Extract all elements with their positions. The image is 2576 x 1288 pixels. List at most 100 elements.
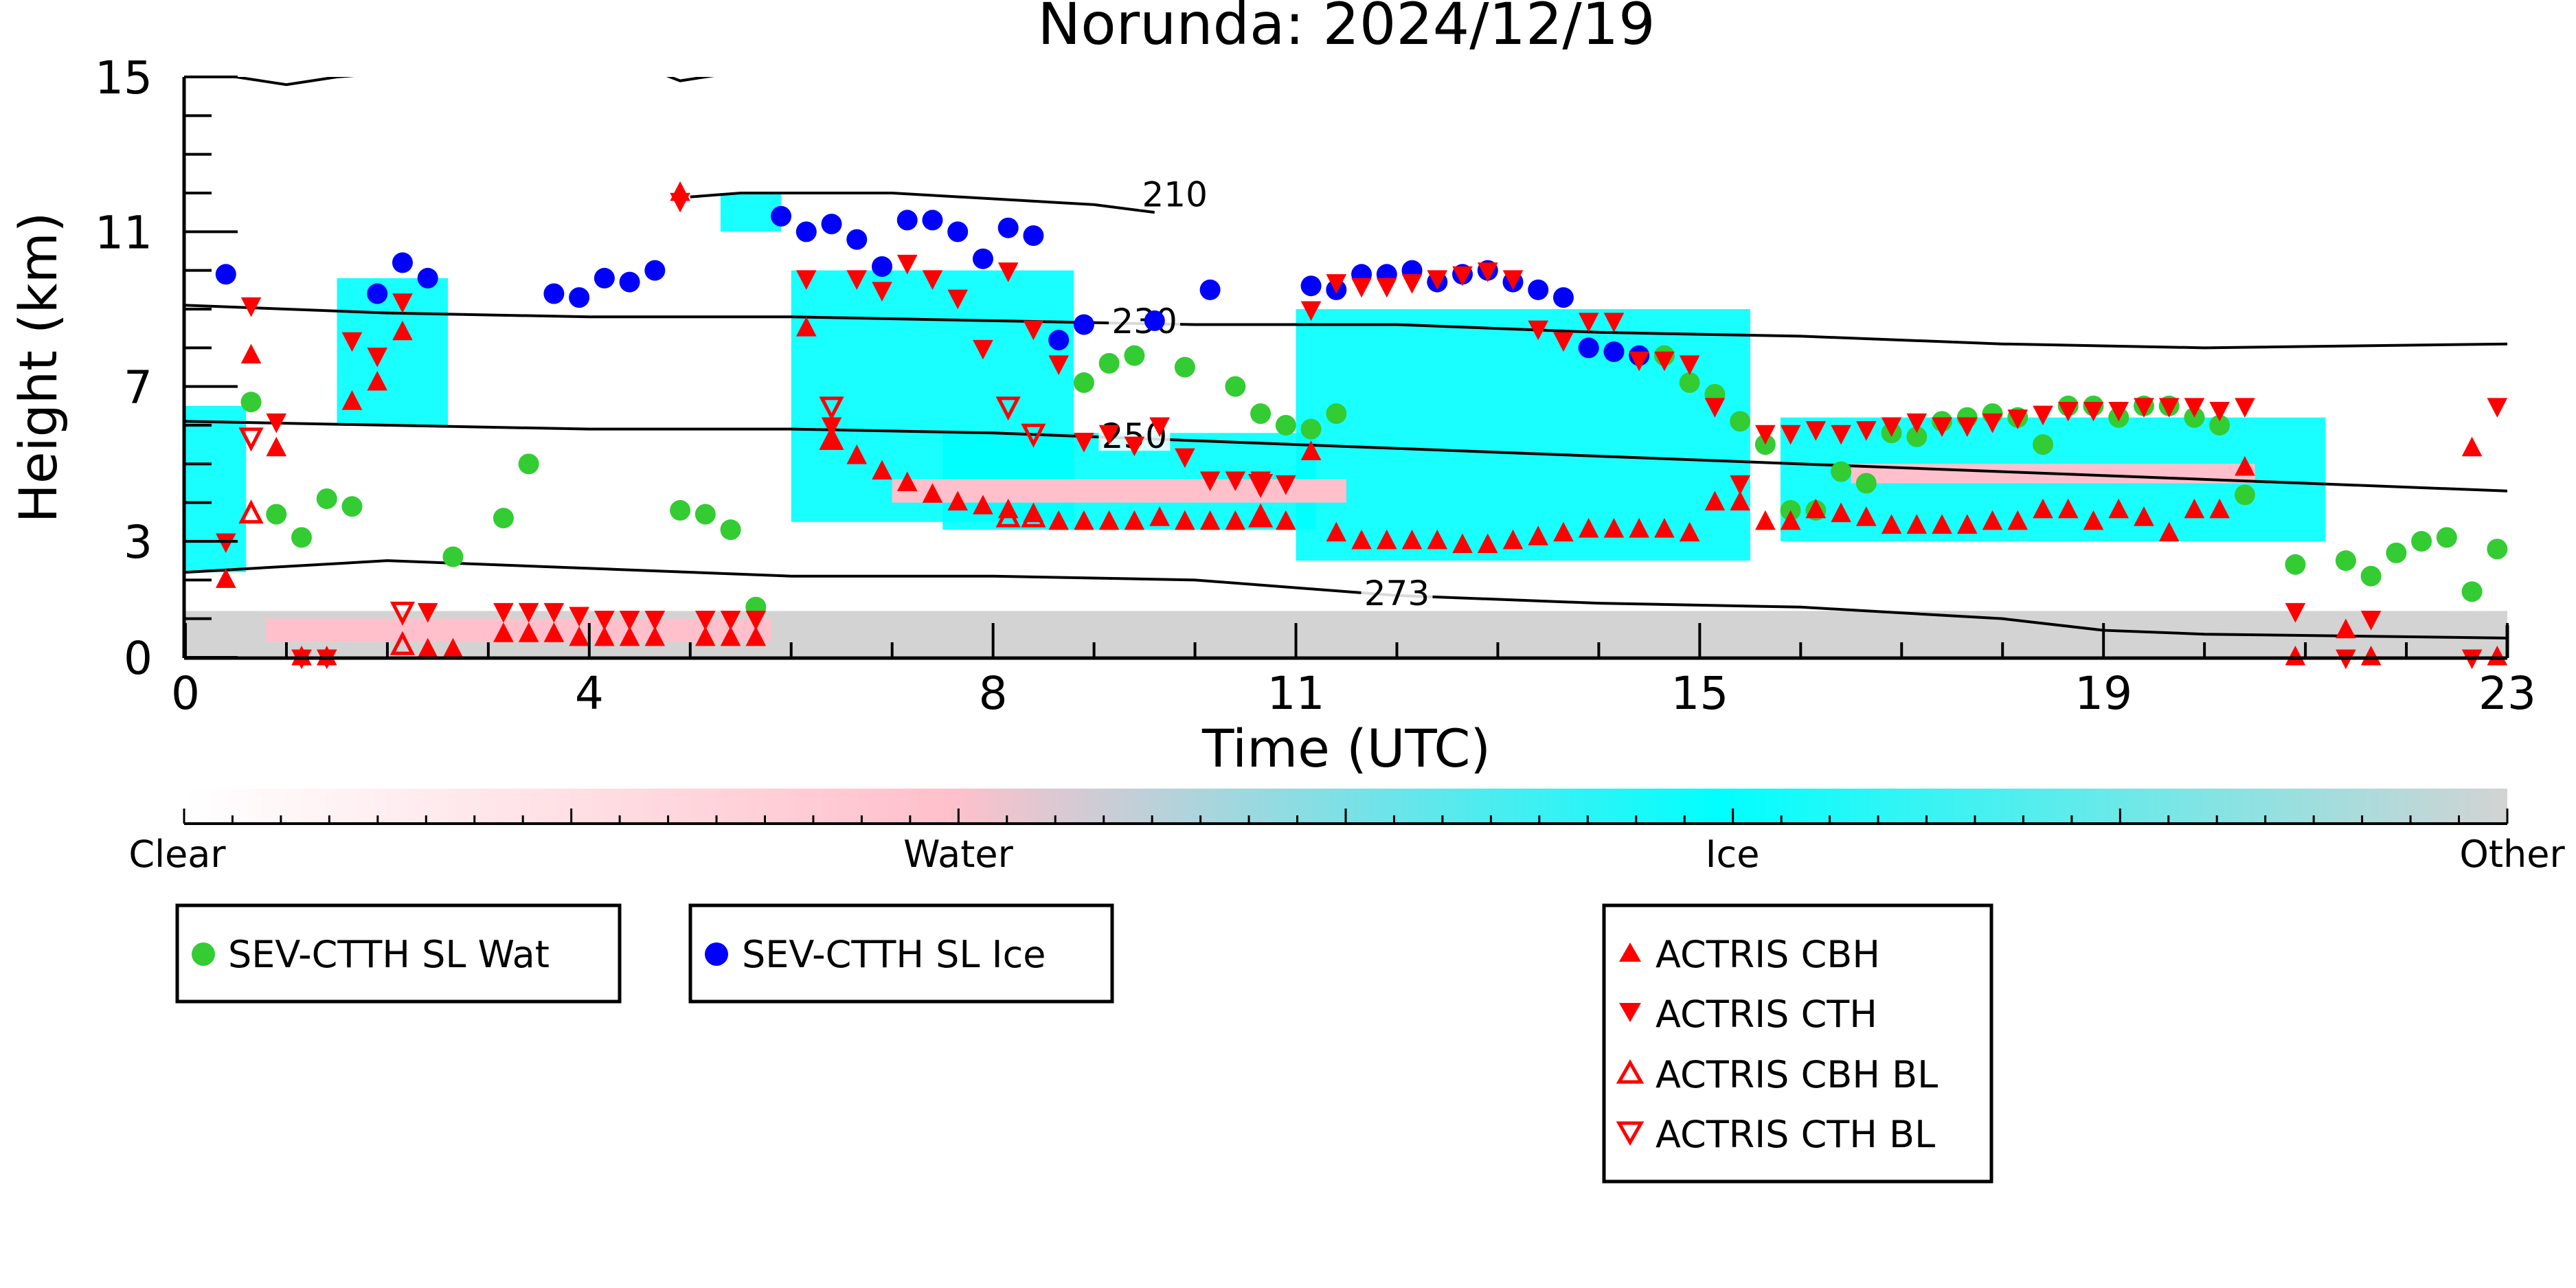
isotherm-label-bg-273	[1361, 573, 1433, 608]
point-sev-ctth-sl-wat	[291, 527, 312, 548]
point-actris-cth	[670, 192, 690, 213]
point-actris-cbh	[2057, 498, 2079, 519]
x-tick-label: 4	[575, 667, 604, 720]
point-actris-cth	[1477, 262, 1498, 282]
isotherm-label-bg-210	[1139, 174, 1211, 210]
point-actris-cth	[795, 270, 817, 291]
point-actris-cth	[1553, 332, 1574, 352]
point-actris-cth	[1175, 448, 1195, 468]
point-sev-ctth-sl-ice	[947, 221, 969, 242]
colorbar: Clear Water Ice Other	[128, 789, 2565, 876]
point-actris-cbh	[1730, 490, 1750, 511]
point-sev-ctth-sl-ice	[1300, 275, 1322, 297]
point-actris-cbh	[266, 436, 287, 457]
point-actris-cbh	[1982, 510, 2003, 530]
point-actris-cth	[2235, 398, 2255, 418]
point-actris-cth	[1982, 413, 2003, 433]
point-actris-cth	[896, 254, 918, 275]
legend-box-sev-ice: SEV-CTTH SL Ice	[688, 903, 1114, 1004]
point-actris-cbh-bl	[1021, 503, 1046, 528]
point-actris-cth	[1452, 266, 1473, 286]
y-tick-label: 3	[124, 516, 152, 569]
series-sev-ctth-sl-ice	[215, 205, 1650, 366]
x-tick-label: 8	[979, 667, 1008, 720]
point-actris-cth	[1326, 274, 1347, 294]
point-actris-cbh	[1780, 510, 1801, 530]
legend-marker-sev-ice	[705, 942, 728, 966]
point-actris-cbh	[1326, 521, 1347, 542]
point-actris-cth	[1149, 417, 1170, 438]
point-actris-cbh-bl	[238, 499, 264, 524]
point-actris-cth	[947, 289, 969, 310]
point-actris-cbh	[1755, 510, 1776, 530]
point-actris-cbh	[720, 626, 741, 646]
x-tick-label: 11	[1267, 667, 1325, 720]
mask-region-ice-1	[185, 405, 247, 573]
point-actris-cbh	[846, 444, 868, 464]
point-actris-cbh	[2007, 510, 2029, 530]
point-actris-cth	[1502, 270, 1524, 291]
point-actris-cbh	[922, 483, 943, 503]
x-tick-label: 19	[2075, 667, 2132, 720]
point-sev-ctth-sl-wat	[518, 453, 539, 475]
point-sev-ctth-sl-ice	[1528, 279, 1549, 300]
point-sev-ctth-sl-ice	[922, 210, 943, 231]
isotherm-label-273: 273	[1364, 574, 1430, 613]
isotherm-line-upper-4	[185, 77, 355, 87]
point-actris-cbh	[1856, 506, 1877, 526]
point-actris-cbh	[1553, 521, 1574, 542]
legend-marker-actris-cbh	[1619, 942, 1641, 962]
point-sev-ctth-sl-ice	[771, 205, 792, 227]
isotherm-line-210	[690, 192, 1155, 214]
point-actris-cth	[2158, 398, 2180, 418]
y-tick-label: 0	[124, 632, 152, 685]
point-actris-cbh	[1427, 529, 1448, 550]
point-sev-ctth-sl-wat	[720, 519, 741, 541]
point-actris-cth	[973, 339, 993, 360]
point-actris-cth-bl	[389, 601, 416, 626]
point-sev-ctth-sl-wat	[694, 504, 716, 525]
point-sev-ctth-sl-ice	[1578, 337, 1599, 359]
point-actris-cth	[1654, 351, 1675, 372]
point-sev-ctth-sl-wat	[670, 499, 691, 521]
point-actris-cbh	[1956, 514, 1978, 534]
point-actris-cbh	[1225, 510, 1246, 530]
point-actris-cth-bl	[238, 427, 264, 452]
point-sev-ctth-sl-wat	[1174, 357, 1195, 378]
series-layer	[215, 181, 2508, 670]
point-sev-ctth-sl-wat	[2285, 554, 2306, 575]
isotherm-label-210: 210	[1142, 175, 1207, 215]
point-sev-ctth-sl-wat	[1250, 403, 1272, 425]
point-actris-cth	[2285, 602, 2306, 623]
point-sev-ctth-sl-ice	[1199, 279, 1221, 300]
point-sev-ctth-sl-wat	[1124, 345, 1145, 366]
point-sev-ctth-sl-ice	[896, 210, 918, 231]
point-actris-cbh	[518, 622, 539, 642]
point-sev-ctth-sl-wat	[2436, 527, 2457, 548]
point-actris-cbh	[2108, 498, 2129, 519]
point-actris-cth	[1578, 313, 1599, 332]
point-sev-ctth-sl-wat	[493, 508, 514, 529]
point-actris-cbh	[644, 626, 666, 646]
chart-title: Norunda: 2024/12/19	[1037, 0, 1655, 58]
point-actris-cbh-bl	[995, 503, 1021, 528]
point-actris-cbh	[2134, 506, 2154, 526]
point-sev-ctth-sl-ice	[795, 221, 817, 242]
point-actris-cth	[695, 611, 716, 631]
point-sev-ctth-sl-wat	[2386, 542, 2407, 563]
series-actris-cbh-bl	[238, 426, 1274, 655]
point-actris-cth	[2007, 409, 2029, 429]
point-actris-cbh	[1351, 529, 1372, 550]
point-actris-cth	[1023, 320, 1044, 341]
point-actris-cbh	[367, 370, 388, 391]
point-actris-cth	[1376, 278, 1397, 298]
point-actris-cbh	[2184, 498, 2205, 519]
point-actris-cth	[1780, 425, 1801, 445]
point-actris-cth	[240, 297, 262, 317]
legend-label-actris-cbh-bl: ACTRIS CBH BL	[1656, 1053, 1938, 1096]
point-actris-cth	[2209, 401, 2230, 422]
point-actris-cth	[417, 602, 438, 623]
point-actris-cbh	[745, 626, 767, 646]
point-actris-cth	[1906, 413, 1928, 433]
